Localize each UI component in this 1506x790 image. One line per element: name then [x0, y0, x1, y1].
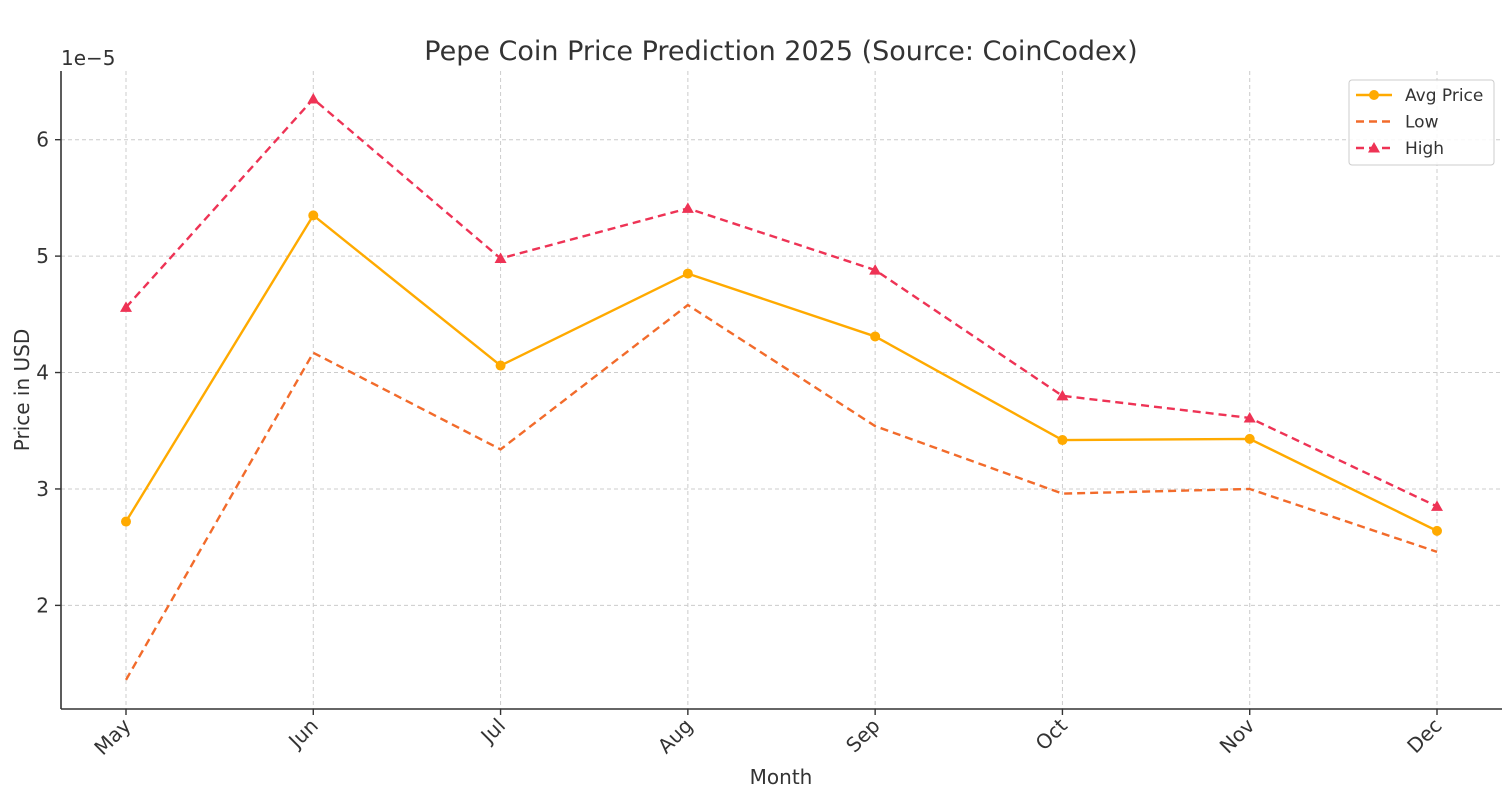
x-axis-label: Month [750, 765, 813, 789]
y-axis-offset-label: 1e−5 [61, 46, 116, 70]
high-point [120, 301, 132, 312]
x-tick-label: Sep [841, 714, 885, 758]
avg-price-point [1432, 525, 1442, 536]
high-point [1243, 411, 1256, 423]
x-tick-label: Jun [282, 714, 322, 754]
legend-label-avg-price: Avg Price [1405, 86, 1483, 106]
high-point [869, 264, 882, 275]
legend-box [1348, 79, 1495, 166]
grid [61, 71, 1502, 709]
legend-item-high: High [1356, 139, 1444, 159]
high-series [120, 92, 1443, 511]
x-tick-label: Dec [1402, 714, 1446, 758]
x-tick-label: Aug [653, 714, 698, 759]
avg-price-point [495, 360, 506, 371]
high-point [307, 92, 320, 104]
avg-price-series [121, 210, 1442, 536]
high-line [125, 97, 1438, 508]
y-tick-label: 5 [36, 244, 49, 268]
low-line [124, 303, 1438, 681]
legend-label-high: High [1405, 139, 1444, 159]
legend-marker-avg-price [1369, 90, 1379, 100]
x-tick-label: May [89, 713, 135, 759]
avg-price-point [682, 268, 693, 279]
low-series [124, 303, 1438, 681]
y-tick-label: 4 [36, 361, 49, 385]
x-tick-label: Nov [1215, 713, 1260, 758]
x-tick-label: Jul [475, 714, 510, 749]
avg-price-point [308, 210, 319, 221]
avg-price-point [1057, 435, 1068, 446]
high-point [494, 252, 507, 263]
legend-label-low: Low [1405, 113, 1439, 133]
series [120, 92, 1443, 681]
avg-price-point [1244, 433, 1255, 444]
high-point [681, 202, 694, 213]
chart-title: Pepe Coin Price Prediction 2025 (Source:… [424, 36, 1137, 67]
avg-price-point [121, 516, 131, 527]
legend-marker-high [1368, 142, 1380, 153]
legend-item-low: Low [1356, 113, 1439, 133]
y-tick-label: 2 [36, 593, 49, 617]
avg-price-line [124, 214, 1439, 533]
high-point [1056, 389, 1069, 401]
high-point [1431, 500, 1443, 511]
y-tick-label: 6 [36, 128, 49, 152]
x-tick-label: Oct [1031, 713, 1073, 755]
ticks: May Jun Jul Aug Sep Oct Nov Dec 2 3 4 5 6 [36, 128, 1446, 760]
avg-price-point [870, 331, 881, 342]
legend-item-avg-price: Avg Price [1356, 86, 1483, 106]
axes [60, 71, 1502, 710]
legend: Avg Price Low High [1348, 79, 1495, 166]
y-axis-label: Price in USD [10, 329, 34, 451]
y-tick-label: 3 [36, 477, 49, 501]
